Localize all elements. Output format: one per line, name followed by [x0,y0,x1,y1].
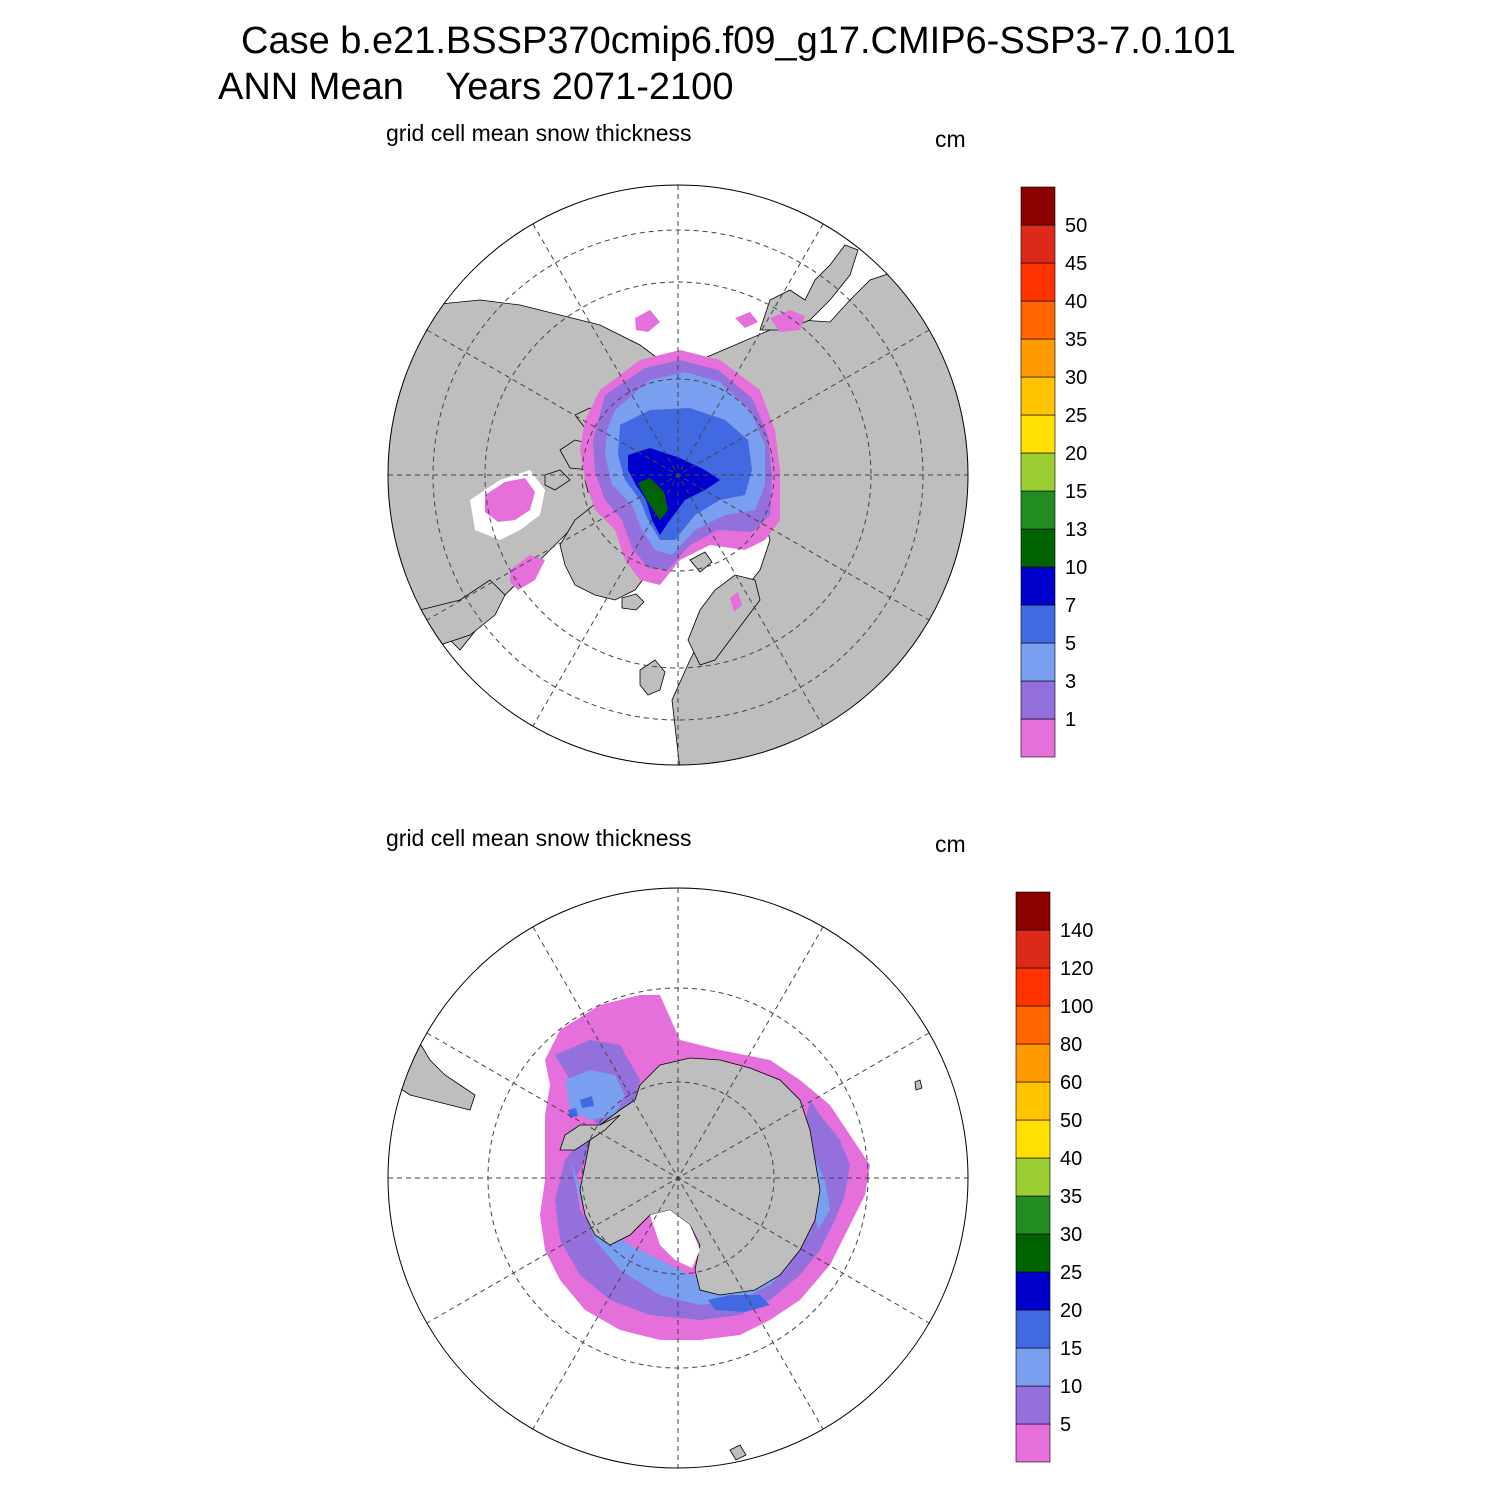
south-panel-subtitle: grid cell mean snow thickness [386,825,692,851]
south-colorbar-swatch-0 [1015,1423,1051,1463]
south-colorbar-swatch-11 [1015,1005,1051,1045]
north-colorbar-swatch-7 [1020,452,1056,492]
antarctic-peninsula [559,1114,621,1151]
scandinavia [687,574,761,666]
south-colorbar-swatch-14 [1015,891,1051,931]
north-colorbar-swatch-3 [1020,604,1056,644]
iceland [621,593,645,611]
north-meridian-150 [426,329,930,621]
north-colorbar-tick-label: 50 [1065,215,1087,237]
north-colorbar-swatch-10 [1020,338,1056,378]
title-line-2: ANN Mean Years 2071-2100 [218,66,734,108]
south-colorbar-tick-label: 60 [1060,1072,1082,1094]
south-colorbar-swatch-9 [1015,1081,1051,1121]
okhotsk-snow [735,310,805,332]
north-colorbar-tick-label: 35 [1065,329,1087,351]
antarctica [579,1057,821,1296]
south-colorbar-tick-label: 5 [1060,1414,1071,1436]
north-panel-units: cm [935,126,966,152]
south-colorbar-tick-label: 10 [1060,1376,1082,1398]
north-map-border [387,184,969,766]
south-colorbar-tick-label: 15 [1060,1338,1082,1360]
north-colorbar-tick-label: 30 [1065,367,1087,389]
british-isles [639,659,666,696]
sub-antarctic-island [729,1079,923,1461]
snow-band-dark-blue [628,448,720,535]
south-colorbar-tick-label: 50 [1060,1110,1082,1132]
north-colorbar-tick-label: 7 [1065,595,1076,617]
south-panel-units: cm [935,831,966,857]
north-colorbar-tick-label: 5 [1065,633,1076,655]
north-colorbar-swatch-6 [1020,490,1056,530]
labrador-snow [510,555,545,590]
north-colorbar-swatch-0 [1020,718,1056,758]
south-colorbar-swatch-2 [1015,1347,1051,1387]
south-colorbar: 5 10 15 20 25 30 35 40 50 60 80 100 120 140 [1015,891,1093,1463]
north-colorbar-swatch-2 [1020,642,1056,682]
north-colorbar-swatch-14 [1020,186,1056,226]
snow-band-green [638,478,668,520]
north-colorbar-swatch-4 [1020,566,1056,606]
north-colorbar-swatch-1 [1020,680,1056,720]
north-colorbar-swatch-11 [1020,300,1056,340]
north-parallel-70 [484,281,872,669]
north-snow-field [580,350,780,585]
south-colorbar-tick-label: 80 [1060,1034,1082,1056]
chukotka-landmass [759,244,859,331]
north-colorbar-tick-label: 20 [1065,443,1087,465]
south-colorbar-swatch-10 [1015,1043,1051,1083]
south-meridian-150 [426,1032,930,1324]
south-colorbar-swatch-5 [1015,1233,1051,1273]
north-colorbar-tick-label: 3 [1065,671,1076,693]
north-panel-subtitle: grid cell mean snow thickness [386,120,692,146]
south-colorbar-swatch-7 [1015,1157,1051,1197]
south-map-border [387,887,969,1469]
north-colorbar-tick-label: 13 [1065,519,1087,541]
north-graticule [388,185,968,765]
south-colorbar-swatch-6 [1015,1195,1051,1235]
north-colorbar-tick-label: 25 [1065,405,1087,427]
south-colorbar-swatch-8 [1015,1119,1051,1159]
bering-snow [635,310,660,332]
south-colorbar-swatch-13 [1015,929,1051,969]
title-line-1: Case b.e21.BSSP370cmip6.f09_g17.CMIP6-SS… [241,20,1236,62]
south-colorbar-tick-label: 20 [1060,1300,1082,1322]
south-graticule [388,888,968,1468]
snow-band-light-blue [565,1070,830,1305]
ross-sea-ice-free [650,1210,700,1268]
north-colorbar-tick-label: 40 [1065,291,1087,313]
south-colorbar-tick-label: 35 [1060,1186,1082,1208]
south-colorbar-tick-label: 30 [1060,1224,1082,1246]
south-colorbar-swatch-12 [1015,967,1051,1007]
north-colorbar-tick-label: 1 [1065,709,1076,731]
south-colorbar-tick-label: 120 [1060,958,1093,980]
north-polar-map [388,185,968,765]
north-colorbar-tick-label: 10 [1065,557,1087,579]
north-colorbar-swatch-8 [1020,414,1056,454]
south-colorbar-tick-label: 100 [1060,996,1093,1018]
north-colorbar-tick-label: 45 [1065,253,1087,275]
south-colorbar-tick-label: 25 [1060,1262,1082,1284]
hudson-bay-snow [485,478,535,522]
north-colorbar-swatch-5 [1020,528,1056,568]
south-colorbar-tick-label: 40 [1060,1148,1082,1170]
south-colorbar-swatch-3 [1015,1309,1051,1349]
north-colorbar-swatch-12 [1020,262,1056,302]
baltic-snow [730,592,742,612]
south-colorbar-swatch-4 [1015,1271,1051,1311]
svalbard [689,551,713,573]
south-colorbar-swatch-1 [1015,1385,1051,1425]
north-colorbar-tick-label: 15 [1065,481,1087,503]
north-colorbar-swatch-13 [1020,224,1056,264]
south-colorbar-tick-label: 140 [1060,920,1093,942]
north-colorbar-swatch-9 [1020,376,1056,416]
